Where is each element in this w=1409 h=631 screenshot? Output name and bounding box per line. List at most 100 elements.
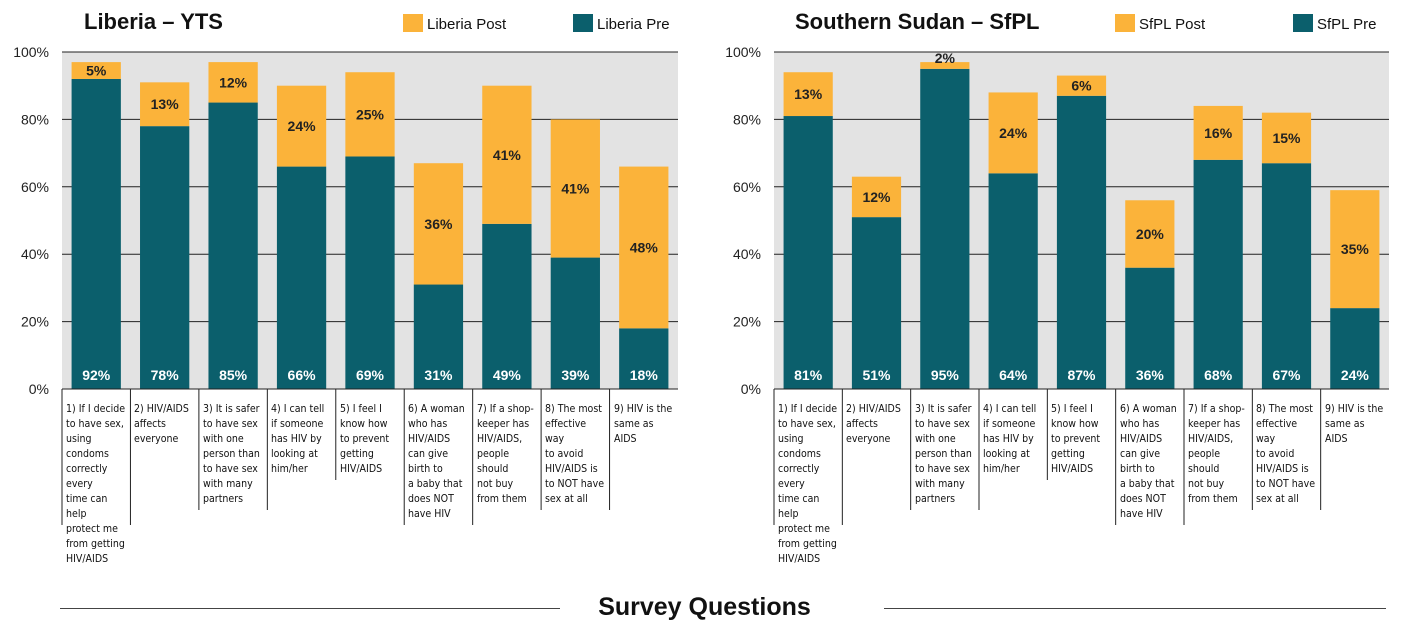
chart2-question-line: have HIV — [1119, 507, 1163, 520]
chart2-question-label: 8) The most effective way to avoid HIV/AIDS … — [1256, 401, 1318, 506]
chart2-question-line: to avoid — [1256, 447, 1295, 460]
chart1-question-label: 4) I can tell if someone has HIV by looking… — [271, 401, 333, 476]
chart2-data-label-pre: 68% — [1204, 367, 1233, 383]
chart2-question-label: 6) A woman who has HIV/AIDS can give birth t… — [1120, 401, 1182, 521]
chart1-question-line: HIV/AIDS — [339, 462, 382, 475]
chart1-bar-post — [482, 85, 532, 224]
chart1-question-line: everyone — [134, 432, 179, 445]
chart1-question-line: birth to — [408, 462, 443, 475]
chart1-question-line: 8) The most — [545, 402, 603, 415]
chart2-bar-post — [851, 176, 902, 218]
chart1-question-line: person than — [202, 447, 260, 460]
chart1-question-line: 2) HIV/AIDS — [134, 402, 190, 415]
chart1-question-line: has HIV by — [271, 432, 323, 445]
chart1-question-line: does NOT — [408, 492, 455, 505]
chart1-question-label: 2) HIV/AIDS affects everyone — [134, 401, 196, 446]
chart1-question-line: correctly every — [66, 462, 108, 490]
chart2-bar-pre — [783, 116, 833, 389]
chart2-bar-pre — [1330, 308, 1380, 389]
chart1-question-line: 9) HIV is the — [613, 402, 672, 415]
chart1-question-line: from getting — [66, 537, 125, 550]
chart2-question-line: 9) HIV is the — [1324, 402, 1383, 415]
footer-title: Survey Questions — [598, 593, 811, 621]
chart1-question-line: HIV/AIDS — [408, 432, 451, 445]
chart1-question-line: way — [545, 432, 565, 445]
chart2-question-line: looking at — [983, 447, 1030, 460]
chart2-bar-pre — [851, 217, 902, 389]
chart1-bar-post — [550, 119, 600, 258]
chart2-legend-swatch-post — [1115, 14, 1135, 32]
chart2-question-line: keeper has — [1188, 417, 1241, 430]
chart2-bar-pre — [1125, 267, 1175, 389]
chart1-bar-pre — [345, 156, 395, 389]
chart1-ytick-label: 80% — [21, 111, 49, 127]
chart1-question-line: effective — [545, 417, 587, 430]
chart2-question-line: with one — [914, 432, 956, 445]
chart2-data-label-post: 15% — [1272, 130, 1301, 146]
chart1-data-label-post: 36% — [424, 216, 453, 232]
chart1-ytick-label: 100% — [13, 44, 49, 60]
chart2-question-label: 2) HIV/AIDS affects everyone — [846, 401, 908, 446]
chart2-question-line: HIV/AIDS — [1051, 462, 1094, 475]
chart2-question-label: 9) HIV is the same as AIDS — [1325, 401, 1387, 446]
chart1-question-line: same as AIDS — [613, 417, 654, 445]
chart2-data-label-post: 6% — [1071, 78, 1092, 94]
chart1-question-line: if someone — [271, 417, 324, 430]
chart1-data-label-pre: 69% — [356, 367, 385, 383]
chart1-data-label-pre: 18% — [630, 367, 659, 383]
chart2-question-line: 5) I feel I — [1051, 402, 1094, 415]
chart2-data-label-pre: 24% — [1341, 367, 1370, 383]
chart2-question-label: 5) I feel I know how to prevent getting HIV/… — [1051, 401, 1113, 476]
chart1-question-line: people — [476, 447, 509, 460]
chart1-question-line: 5) I feel I — [339, 402, 382, 415]
chart2-question-label: 7) If a shop-keeper has HIV/AIDS, people sh… — [1188, 401, 1250, 506]
chart2-data-label-post: 12% — [862, 189, 891, 205]
chart2-question-line: to have sex, — [778, 417, 836, 430]
chart2-question-line: a baby that — [1119, 477, 1175, 490]
footer-rule-right — [884, 608, 1386, 609]
chart2-question-line: to NOT have — [1256, 477, 1316, 490]
chart2-bar-post — [783, 72, 833, 117]
chart2-data-label-pre: 36% — [1136, 367, 1165, 383]
chart1-question-line: protect me — [66, 522, 118, 535]
chart2-question-line: correctly every — [778, 462, 820, 490]
chart1-question-line: can give — [408, 447, 449, 460]
chart1-ytick-label: 40% — [21, 246, 49, 262]
chart2-bar-post — [1125, 200, 1175, 268]
chart2-question-line: using condoms — [778, 432, 821, 460]
chart1-question-line: 7) If a shop- — [476, 402, 534, 415]
chart2-question-line: everyone — [846, 432, 891, 445]
chart2-question-line: sex at all — [1256, 492, 1300, 505]
chart2-data-label-post: 16% — [1204, 125, 1233, 141]
chart1-question-line: to avoid — [545, 447, 584, 460]
chart2-bar-post — [1193, 105, 1243, 160]
chart2-legend-label-post: SfPL Post — [1139, 16, 1206, 33]
chart2-data-label-pre: 81% — [794, 367, 823, 383]
chart2-question-label: 1) If I decide to have sex, using condoms c… — [778, 401, 840, 566]
chart1-question-line: know how — [339, 417, 388, 430]
chart2-question-line: to prevent — [1051, 432, 1101, 445]
chart1-question-line: from them — [476, 492, 527, 505]
chart2-question-line: him/her — [983, 462, 1020, 475]
chart1-question-label: 6) A woman who has HIV/AIDS can give birth t… — [408, 401, 470, 521]
chart1-legend-swatch-pre — [573, 14, 593, 32]
chart2-legend-swatch-pre — [1293, 14, 1313, 32]
chart2-question-line: way — [1256, 432, 1276, 445]
chart1-question-line: to NOT have — [545, 477, 605, 490]
chart1-question-line: to have sex, — [66, 417, 124, 430]
chart2-question-line: partners — [914, 492, 955, 505]
chart2-question-line: with many — [914, 477, 965, 490]
chart1-bar-post — [413, 163, 464, 285]
chart1-question-line: partners — [202, 492, 243, 505]
chart1-bar-post — [140, 82, 190, 127]
chart1-legend-label-pre: Liberia Pre — [597, 16, 670, 33]
chart2-bar-post — [1056, 75, 1107, 96]
chart1-title: Liberia – YTS — [84, 9, 223, 34]
chart1-question-label: 3) It is safer to have sex with one person … — [203, 401, 265, 506]
chart2-question-label: 4) I can tell if someone has HIV by looking… — [983, 401, 1045, 476]
chart2-data-label-post: 35% — [1341, 241, 1370, 257]
chart2-question-line: affects — [846, 417, 879, 430]
chart1-data-label-post: 48% — [630, 239, 659, 255]
chart2-data-label-post: 2% — [935, 50, 956, 66]
